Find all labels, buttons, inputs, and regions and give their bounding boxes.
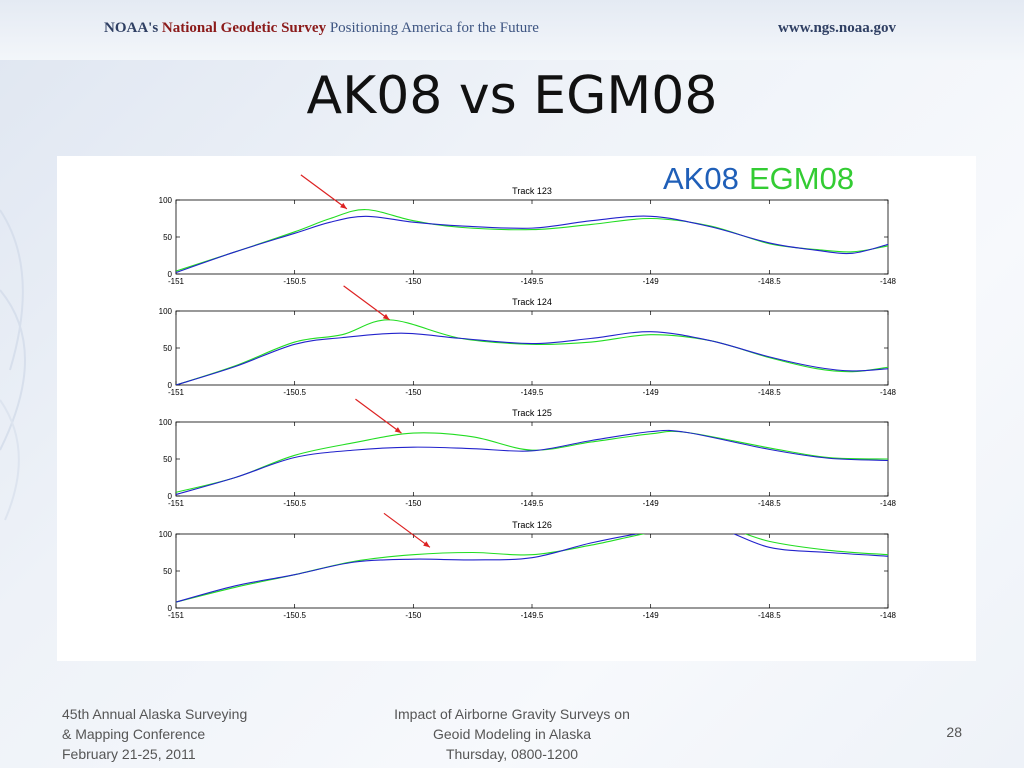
- header-tagline: Positioning America for the Future: [329, 20, 539, 36]
- annotation-arrow: [343, 285, 390, 321]
- y-tick-label: 0: [168, 604, 173, 613]
- header-band: [0, 0, 1024, 60]
- x-tick-label: -150: [405, 611, 422, 620]
- footer-center-line: Geoid Modeling in Alaska: [433, 726, 591, 742]
- x-tick-label: -149.5: [521, 388, 544, 397]
- x-tick-label: -148: [880, 499, 897, 508]
- x-tick-label: -148: [880, 388, 897, 397]
- series-line-ak08: [176, 534, 888, 603]
- annotation-arrow: [383, 512, 431, 548]
- plot-frame: [175, 421, 889, 497]
- y-tick-label: 100: [159, 418, 173, 427]
- subplot-track-1: Track 123 -151 -150.5 -150 -149.5 -149 -148.5 -…: [159, 174, 897, 286]
- series-line-ak08: [176, 429, 888, 496]
- footer-center-line: Impact of Airborne Gravity Surveys on: [394, 706, 630, 722]
- footer-left-line: February 21-25, 2011: [62, 746, 196, 762]
- footer-talk-info: Impact of Airborne Gravity Surveys on Ge…: [352, 704, 672, 764]
- decorative-swoosh: [0, 209, 26, 521]
- x-tick-label: -150.5: [283, 277, 306, 286]
- subplot-title: Track 125: [512, 408, 552, 418]
- legend-label-egm08: EGM08: [749, 161, 854, 196]
- x-tick-label: -149: [643, 277, 660, 286]
- x-tick-label: -151: [168, 388, 185, 397]
- subplot-title: Track 126: [512, 520, 552, 530]
- track-comparison-figure: AK08 EGM08 Track 123 -151 -150.5 -150 -149.5 -1…: [159, 161, 897, 620]
- subplot-track-3: Track 125 -151 -150.5 -150 -149.5 -149 -148.5 -…: [159, 398, 897, 508]
- x-tick-label: -149: [643, 388, 660, 397]
- x-tick-label: -151: [168, 277, 185, 286]
- legend-label-ak08: AK08: [663, 161, 739, 196]
- annotation-arrow: [300, 174, 348, 210]
- annotation-arrow: [355, 398, 402, 434]
- y-tick-label: 50: [163, 567, 172, 576]
- annotation-arrow-head: [394, 427, 402, 434]
- y-tick-label: 0: [168, 492, 173, 501]
- header-survey: National Geodetic Survey: [161, 20, 327, 36]
- x-tick-label: -150.5: [283, 611, 306, 620]
- header-org: NOAA's: [104, 20, 159, 36]
- y-tick-label: 0: [168, 270, 173, 279]
- subplot-track-4: Track 126 -151 -150.5 -150 -149.5 -149 -148.5 -…: [159, 512, 897, 620]
- x-tick-label: -150: [405, 388, 422, 397]
- x-tick-label: -149.5: [521, 499, 544, 508]
- y-tick-label: 50: [163, 455, 172, 464]
- x-tick-label: -149: [643, 499, 660, 508]
- subplot-track-2: Track 124 -151 -150.5 -150 -149.5 -149 -148.5 -…: [159, 285, 897, 397]
- series-line-egm08: [176, 430, 888, 493]
- y-tick-label: 100: [159, 307, 173, 316]
- x-tick-label: -148.5: [758, 277, 781, 286]
- x-tick-label: -149.5: [521, 611, 544, 620]
- y-tick-label: 100: [159, 196, 173, 205]
- footer-center-line: Thursday, 0800-1200: [445, 746, 579, 762]
- series-line-egm08: [176, 319, 888, 385]
- series-line-ak08: [176, 331, 888, 385]
- y-tick-label: 50: [163, 233, 172, 242]
- slide-title: AK08 vs EGM08: [306, 66, 718, 126]
- x-tick-label: -150.5: [283, 499, 306, 508]
- x-tick-label: -148.5: [758, 499, 781, 508]
- x-tick-label: -151: [168, 611, 185, 620]
- y-tick-label: 0: [168, 381, 173, 390]
- y-tick-label: 50: [163, 344, 172, 353]
- x-tick-label: -148: [880, 611, 897, 620]
- page-number: 28: [946, 724, 962, 740]
- subplot-title: Track 123: [512, 186, 552, 196]
- footer-left-line: & Mapping Conference: [62, 726, 206, 742]
- x-tick-label: -149.5: [521, 277, 544, 286]
- x-tick-label: -148.5: [758, 388, 781, 397]
- annotation-arrow-head: [423, 541, 430, 548]
- x-tick-label: -148.5: [758, 611, 781, 620]
- header-url[interactable]: www.ngs.noaa.gov: [778, 20, 896, 36]
- plot-frame: [175, 533, 889, 609]
- series-line-ak08: [176, 215, 888, 274]
- x-tick-label: -150: [405, 277, 422, 286]
- x-tick-label: -148: [880, 277, 897, 286]
- footer-conference: 45th Annual Alaska Surveying & Mapping C…: [62, 704, 247, 764]
- x-tick-label: -151: [168, 499, 185, 508]
- footer-left-line: 45th Annual Alaska Surveying: [62, 706, 248, 722]
- header-brand: NOAA's National Geodetic Survey Position…: [104, 20, 539, 37]
- x-tick-label: -149: [643, 611, 660, 620]
- x-tick-label: -150: [405, 499, 422, 508]
- annotation-arrow-head: [340, 202, 347, 209]
- y-tick-label: 100: [159, 530, 173, 539]
- x-tick-label: -150.5: [283, 388, 306, 397]
- annotation-arrow-head: [382, 313, 390, 320]
- subplot-title: Track 124: [512, 297, 552, 307]
